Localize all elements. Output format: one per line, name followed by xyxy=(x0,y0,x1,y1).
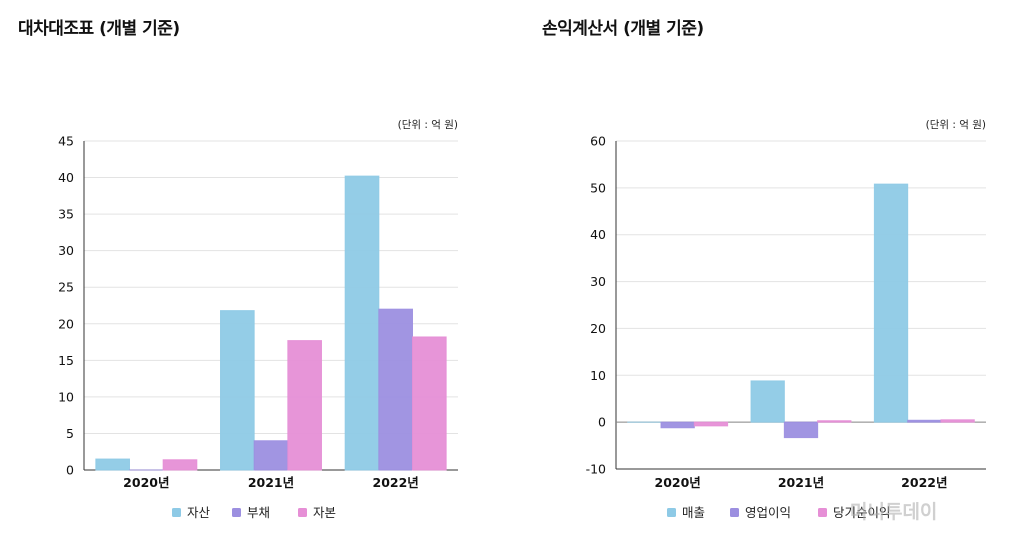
legend-label: 자산 xyxy=(187,505,211,520)
bar-0 xyxy=(873,183,909,423)
bar-2 xyxy=(940,419,975,423)
bar-2 xyxy=(411,336,447,471)
y-tick-label: 40 xyxy=(590,227,606,242)
bar-2 xyxy=(287,340,322,471)
y-tick-label: 5 xyxy=(66,426,74,441)
legend-label: 당기순이익 xyxy=(833,505,891,520)
y-tick-label: 10 xyxy=(590,368,606,383)
y-tick-label: 0 xyxy=(598,415,606,430)
legend-swatch xyxy=(818,508,827,517)
bar-1 xyxy=(907,419,942,423)
legend-label: 매출 xyxy=(682,505,705,520)
y-tick-label: 60 xyxy=(590,134,606,149)
y-tick-label: 30 xyxy=(58,243,74,258)
x-category-label: 2020년 xyxy=(655,475,701,490)
balance-sheet-title: 대차대조표 (개별 기준) xyxy=(18,19,180,39)
y-tick-label: 35 xyxy=(58,207,74,222)
legend-label: 부채 xyxy=(247,505,270,520)
unit-label: (단위 : 억 원) xyxy=(926,118,986,131)
bar-2 xyxy=(817,420,852,423)
unit-label: (단위 : 억 원) xyxy=(398,118,458,131)
watermark-logo: 머니투데이 xyxy=(850,501,938,523)
legend-label: 자본 xyxy=(313,505,336,520)
y-tick-label: 15 xyxy=(58,353,74,368)
income-statement-panel: 손익계산서 (개별 기준) (단위 : 억 원) -10 0 10 20 30 40 50 60… xyxy=(512,0,1024,540)
y-tick-label: 0 xyxy=(66,463,74,478)
y-tick-label: 20 xyxy=(58,316,74,331)
income-statement-chart: (단위 : 억 원) -10 0 10 20 30 40 50 60 2020년 2021년 2022… xyxy=(586,118,986,520)
legend-swatch xyxy=(730,508,739,517)
legend-swatch xyxy=(232,508,241,517)
balance-sheet-panel: 대차대조표 (개별 기준) (단위 : 억 원) 0 5 10 15 20 25 30 35 40… xyxy=(18,19,458,520)
bar-0 xyxy=(344,175,380,471)
x-category-label: 2021년 xyxy=(248,475,294,490)
y-tick-label: 30 xyxy=(590,274,606,289)
bar-0 xyxy=(95,458,131,471)
x-category-label: 2022년 xyxy=(901,475,947,490)
bar-2 xyxy=(162,459,198,471)
bar-1 xyxy=(660,421,695,429)
legend-swatch xyxy=(298,508,307,517)
legend-swatch xyxy=(667,508,676,517)
y-tick-label: 10 xyxy=(58,389,74,404)
y-tick-label: 25 xyxy=(58,280,74,295)
x-category-label: 2022년 xyxy=(373,475,419,490)
bar-2 xyxy=(693,421,729,427)
legend-label: 영업이익 xyxy=(745,505,791,520)
y-tick-label: -10 xyxy=(586,462,606,477)
bar-0 xyxy=(750,380,785,423)
bar-0 xyxy=(220,310,255,471)
y-tick-label: 45 xyxy=(58,134,74,149)
bar-1 xyxy=(378,308,413,471)
legend-swatch xyxy=(172,508,181,517)
balance-sheet-chart: (단위 : 억 원) 0 5 10 15 20 25 30 35 40 45 2020년 2021년 20… xyxy=(58,118,458,520)
y-tick-label: 20 xyxy=(590,321,606,336)
x-category-label: 2021년 xyxy=(778,475,824,490)
bar-1 xyxy=(253,440,289,471)
x-category-label: 2020년 xyxy=(123,475,169,490)
bar-1 xyxy=(783,421,819,439)
y-tick-label: 50 xyxy=(590,180,606,195)
y-tick-label: 40 xyxy=(58,170,74,185)
income-statement-title: 손익계산서 (개별 기준) xyxy=(542,19,704,39)
